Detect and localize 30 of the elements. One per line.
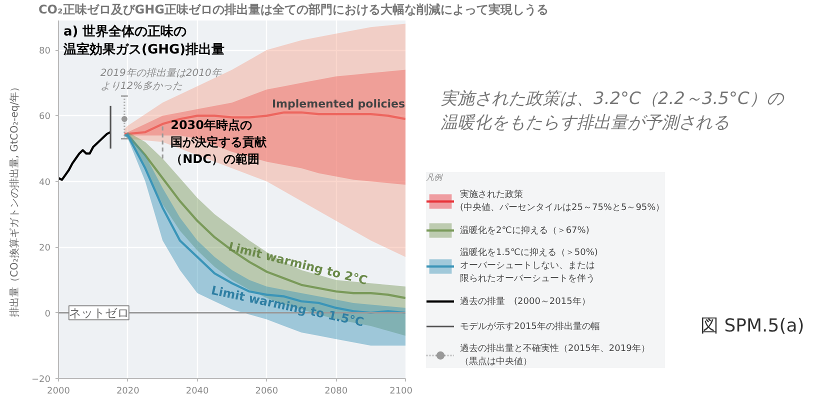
annotation: 2030年時点の国が決定する貢献（NDC）の範囲: [170, 118, 268, 166]
legend-label: モデルが示す2015年の排出量の幅: [460, 320, 600, 332]
y-axis-title: 排出量（CO₂換算ギガトンの排出量, GtCO₂-eq/年）: [8, 82, 21, 318]
legend-title: 凡例: [426, 172, 444, 183]
y-tick-label: 0: [44, 309, 51, 320]
legend-label: 過去の排出量と不確実性（2015年、2019年）（黒点は中央値）: [460, 342, 650, 368]
x-tick-label: 2040: [186, 386, 210, 396]
y-tick-label: −20: [32, 375, 51, 385]
legend-label: 過去の排量 (2000～2015年）: [460, 296, 590, 308]
text: a) 世界全体の正味の温室効果ガス(GHG)排出量: [62, 24, 225, 58]
chart-title: CO₂正味ゼロ及びGHG正味ゼロの排出量は全ての部門における大幅な削減によって実現しうる: [38, 2, 549, 16]
legend-label: 温暖化を2℃に抑える（＞67%): [460, 224, 590, 236]
text: 実施された政策は、3.2°C（2.2～3.5°C）の温暖化をもたらす排出量が予測される: [440, 89, 786, 134]
line-series: [58, 131, 112, 181]
ref-line-label: ネットゼロ: [68, 306, 129, 320]
y-tick-label: 20: [39, 244, 51, 254]
line-series: [123, 111, 406, 135]
x-tick-label: 2080: [324, 386, 348, 396]
legend-label: 実施された政策 (中央値、パーセンタイルは25～75%と5～95%）: [460, 188, 665, 214]
annotation: 2019年の排出量は2010年より12%多かった: [100, 66, 222, 92]
x-tick-label: 2100: [390, 386, 413, 396]
x-tick-label: 2000: [47, 386, 70, 396]
text: 図 SPM.5(a): [700, 316, 804, 337]
annotation: Implemented policies: [272, 98, 406, 111]
x-tick-label: 2020: [116, 386, 140, 396]
y-tick-label: 40: [39, 178, 51, 188]
y-tick-label: 80: [39, 46, 51, 57]
legend-label: 温暖化を1.5℃に抑える（＞50%)オーバーシュートしない、または限られたオーバーシュートを伴う: [460, 246, 598, 285]
x-tick-label: 2060: [255, 386, 278, 396]
y-tick-label: 60: [39, 112, 51, 122]
